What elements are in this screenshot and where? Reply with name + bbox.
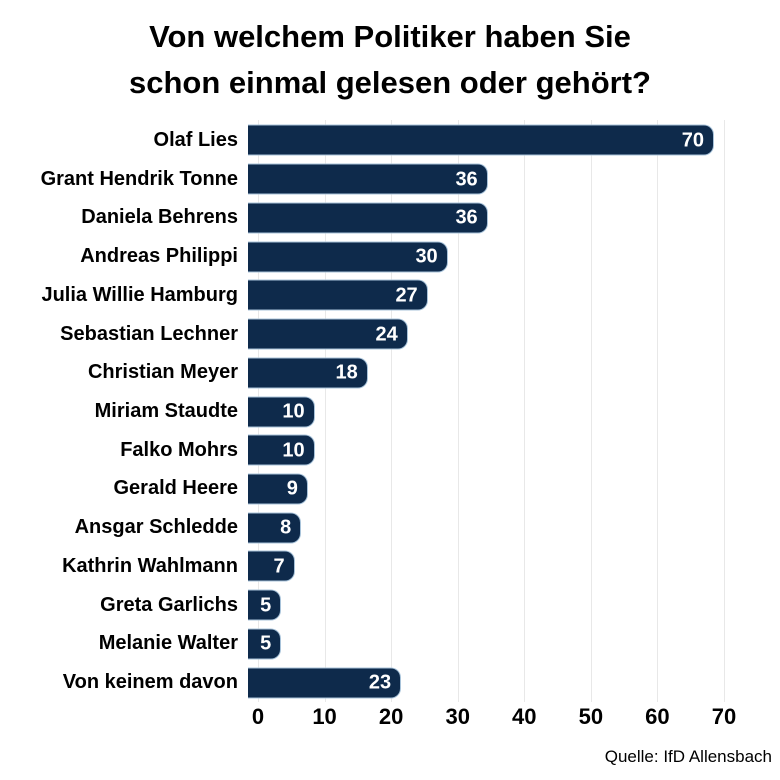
category-label: Daniela Behrens: [81, 206, 238, 229]
bar-track: 5: [248, 586, 714, 625]
bar-row: Sebastian Lechner 24: [0, 315, 780, 354]
bar-row: Daniela Behrens 36: [0, 198, 780, 237]
bar-track: 36: [248, 198, 714, 237]
bar-track: 70: [248, 121, 714, 160]
bar-row: Falko Mohrs 10: [0, 431, 780, 470]
bar-track: 24: [248, 315, 714, 354]
bar: 10: [248, 434, 315, 466]
bar-rows: Olaf Lies 70 Grant Hendrik Tonne 36 Daniela …: [0, 121, 780, 702]
category-label: Olaf Lies: [153, 128, 238, 151]
chart-title-line2: schon einmal gelesen oder gehört?: [129, 65, 651, 100]
bar-track: 9: [248, 470, 714, 509]
bar-row: Andreas Philippi 30: [0, 237, 780, 276]
category-label: Julia Willie Hamburg: [41, 283, 238, 306]
category-label: Melanie Walter: [98, 632, 238, 655]
category-label: Andreas Philippi: [80, 245, 238, 268]
gridline-60: [657, 120, 658, 702]
bar: 30: [248, 241, 448, 273]
bar-value-label: 9: [286, 477, 298, 500]
chart-title: Von welchem Politiker haben Sie schon ei…: [0, 14, 780, 106]
bar-value-label: 24: [375, 323, 398, 346]
bar-value-label: 10: [282, 400, 305, 423]
bar-track: 27: [248, 276, 714, 315]
bar: 70: [248, 124, 714, 156]
bar: 5: [248, 628, 282, 660]
x-tick-label: 40: [512, 704, 537, 729]
bar-value-label: 27: [395, 284, 418, 307]
bar-track: 10: [248, 392, 714, 431]
x-tick-label: 30: [445, 704, 470, 729]
bar-row: Miriam Staudte 10: [0, 392, 780, 431]
chart-title-line1: Von welchem Politiker haben Sie: [149, 19, 631, 54]
bar-value-label: 5: [260, 632, 272, 655]
bar-row: Julia Willie Hamburg 27: [0, 276, 780, 315]
bar: 36: [248, 202, 488, 234]
bar-row: Von keinem davon 23: [0, 663, 780, 702]
x-tick-label: 60: [645, 704, 670, 729]
bar-value-label: 23: [368, 671, 392, 694]
category-label: Von keinem davon: [62, 671, 238, 694]
category-label: Falko Mohrs: [120, 438, 238, 461]
category-label: Christian Meyer: [87, 361, 238, 384]
category-label: Gerald Heere: [113, 477, 238, 500]
x-tick-label: 0: [251, 704, 265, 729]
bar-row: Olaf Lies 70: [0, 121, 780, 160]
category-label: Greta Garlichs: [100, 593, 238, 616]
gridline-50: [591, 120, 592, 702]
bar: 36: [248, 163, 488, 195]
bar: 27: [248, 279, 428, 311]
bar: 24: [248, 318, 408, 350]
bar-row: Christian Meyer 18: [0, 353, 780, 392]
bar-row: Gerald Heere 9: [0, 470, 780, 509]
bar-value-label: 8: [280, 516, 292, 539]
bar: 7: [248, 550, 295, 582]
category-label: Sebastian Lechner: [60, 322, 238, 345]
bar-track: 10: [248, 431, 714, 470]
bar: 5: [248, 589, 282, 621]
gridline-30: [458, 120, 459, 702]
bar-value-label: 5: [260, 594, 272, 617]
x-tick-label: 20: [378, 704, 404, 729]
bar-track: 7: [248, 547, 714, 586]
bar-value-label: 10: [282, 439, 305, 462]
x-tick-label: 50: [578, 704, 604, 729]
gridline-70: [724, 120, 725, 702]
bar: 18: [248, 357, 368, 389]
bar: 10: [248, 396, 315, 427]
gridline-40: [524, 120, 525, 702]
bar-row: Greta Garlichs 5: [0, 586, 780, 625]
bar-row: Kathrin Wahlmann 7: [0, 547, 780, 586]
x-axis-ticks: 0 10 20 30 40 50 60 70: [0, 704, 780, 732]
bar-track: 8: [248, 508, 714, 547]
gridline-20: [391, 120, 392, 702]
bar-value-label: 30: [415, 245, 438, 268]
bar-track: 23: [248, 663, 714, 702]
category-label: Ansgar Schledde: [74, 516, 238, 539]
bar-row: Melanie Walter 5: [0, 625, 780, 664]
category-label: Kathrin Wahlmann: [62, 554, 238, 577]
category-label: Miriam Staudte: [94, 400, 238, 422]
bar-track: 5: [248, 625, 714, 664]
bar-value-label: 7: [273, 555, 285, 578]
category-label: Grant Hendrik Tonne: [40, 167, 238, 190]
source-note: Quelle: IfD Allensbach: [604, 747, 772, 766]
x-tick-label: 70: [711, 704, 737, 729]
bar-track: 36: [248, 160, 714, 199]
bar-row: Ansgar Schledde 8: [0, 508, 780, 547]
bar: 8: [248, 512, 302, 544]
bar-value-label: 70: [681, 129, 704, 152]
bar-track: 18: [248, 353, 714, 392]
bar-value-label: 36: [455, 168, 478, 191]
bar-value-label: 18: [335, 361, 358, 384]
bar: 9: [248, 473, 308, 505]
bar-track: 30: [248, 237, 714, 276]
bar-value-label: 36: [455, 206, 478, 229]
x-tick-label: 10: [312, 704, 337, 729]
gridline-10: [325, 120, 326, 702]
bar-row: Grant Hendrik Tonne 36: [0, 160, 780, 199]
bar: 23: [248, 667, 402, 699]
